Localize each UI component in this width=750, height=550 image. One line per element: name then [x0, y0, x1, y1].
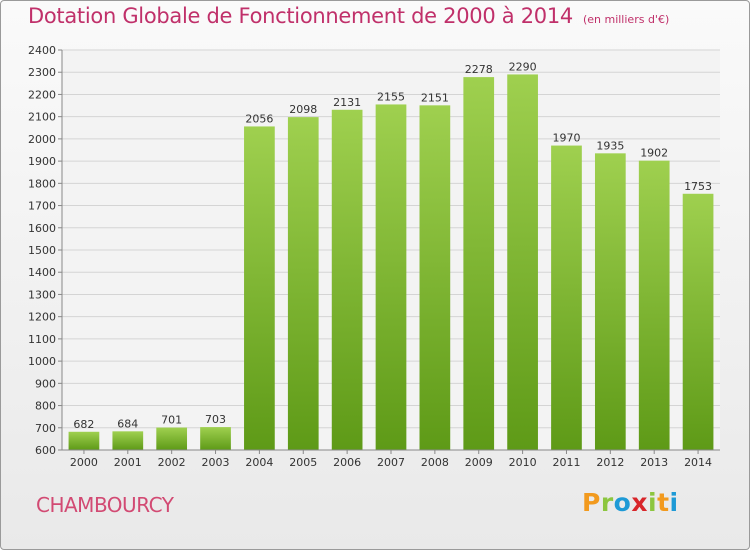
data-label-2000: 682: [73, 418, 94, 431]
data-label-2004: 2056: [245, 112, 273, 125]
y-tick-label: 2200: [28, 88, 56, 101]
bar-2001: [112, 431, 144, 450]
y-tick-label: 700: [35, 422, 56, 435]
bars: 682 684 701 703 2056 2098 2131 2155 2151 2278 2290…: [68, 60, 714, 451]
x-tick-label-2014: 2014: [684, 456, 712, 469]
y-tick-label: 1100: [28, 333, 56, 346]
logo-letter: r: [600, 488, 614, 517]
bar-2005: [287, 117, 319, 450]
chart-title-text: Dotation Globale de Fonctionnement de 20…: [28, 4, 573, 28]
data-label-2012: 1935: [596, 139, 624, 152]
data-label-2014: 1753: [684, 180, 712, 193]
bar-2002: [156, 427, 188, 450]
data-label-2007: 2155: [377, 90, 405, 103]
y-tick-label: 1900: [28, 155, 56, 168]
y-tick-label: 1400: [28, 266, 56, 279]
data-label-2011: 1970: [552, 132, 580, 145]
logo-letter: i: [669, 488, 679, 517]
data-label-2005: 2098: [289, 103, 317, 116]
y-tick-label: 2100: [28, 111, 56, 124]
x-tick-label-2004: 2004: [245, 456, 273, 469]
y-tick-label: 1600: [28, 222, 56, 235]
y-tick-label: 2000: [28, 133, 56, 146]
y-tick-label: 1700: [28, 200, 56, 213]
bar-2006: [331, 109, 363, 451]
y-tick-label: 600: [35, 444, 56, 457]
data-label-2010: 2290: [509, 60, 537, 73]
data-label-2006: 2131: [333, 96, 361, 109]
data-label-2008: 2151: [421, 91, 449, 104]
y-tick-label: 1500: [28, 244, 56, 257]
y-tick-label: 2400: [28, 44, 56, 57]
proxiti-logo: Proxiti: [582, 488, 679, 517]
data-label-2003: 703: [205, 413, 226, 426]
y-tick-label: 1000: [28, 355, 56, 368]
data-label-2013: 1902: [640, 147, 668, 160]
x-tick-label-2007: 2007: [377, 456, 405, 469]
logo-letter: o: [613, 488, 632, 517]
bar-2012: [594, 153, 626, 451]
x-tick-label-2013: 2013: [640, 456, 668, 469]
logo-letter: P: [582, 488, 601, 517]
x-tick-label-2001: 2001: [114, 456, 142, 469]
y-tick-label: 1200: [28, 311, 56, 324]
bar-2014: [682, 193, 714, 450]
x-tick-label-2009: 2009: [465, 456, 493, 469]
chart-title: Dotation Globale de Fonctionnement de 20…: [28, 4, 669, 28]
x-tick-label-2012: 2012: [596, 456, 624, 469]
chart-unit-label: (en milliers d'€): [582, 13, 670, 26]
data-label-2002: 701: [161, 414, 182, 427]
y-tick-label: 900: [35, 377, 56, 390]
bar-2008: [419, 105, 451, 450]
x-tick-label-2005: 2005: [289, 456, 317, 469]
bar-2003: [200, 427, 231, 450]
data-label-2009: 2278: [465, 63, 493, 76]
data-label-2001: 684: [117, 417, 138, 430]
bar-2004: [244, 126, 275, 450]
axes: 600 700 800 900 1000 1100 1200 1300 1400 1500 1600…: [28, 44, 720, 469]
x-tick-label-2008: 2008: [421, 456, 449, 469]
x-tick-label-2011: 2011: [552, 456, 580, 469]
bar-2007: [375, 104, 407, 450]
bar-2000: [68, 431, 100, 450]
logo-letter: x: [631, 488, 648, 517]
bar-2011: [551, 145, 582, 451]
y-tick-label: 1800: [28, 177, 56, 190]
logo-letter: t: [657, 488, 670, 517]
commune-name: CHAMBOURCY: [36, 493, 174, 517]
bar-2009: [463, 77, 495, 450]
y-tick-label: 1300: [28, 288, 56, 301]
bar-2013: [638, 160, 670, 450]
x-tick-label-2010: 2010: [509, 456, 537, 469]
logo-letter: i: [648, 488, 658, 517]
x-tick-label-2000: 2000: [70, 456, 98, 469]
y-tick-label: 800: [35, 400, 56, 413]
x-tick-label-2003: 2003: [202, 456, 230, 469]
y-tick-label: 2300: [28, 66, 56, 79]
x-tick-label-2006: 2006: [333, 456, 361, 469]
bar-2010: [507, 74, 538, 450]
x-tick-label-2002: 2002: [158, 456, 186, 469]
